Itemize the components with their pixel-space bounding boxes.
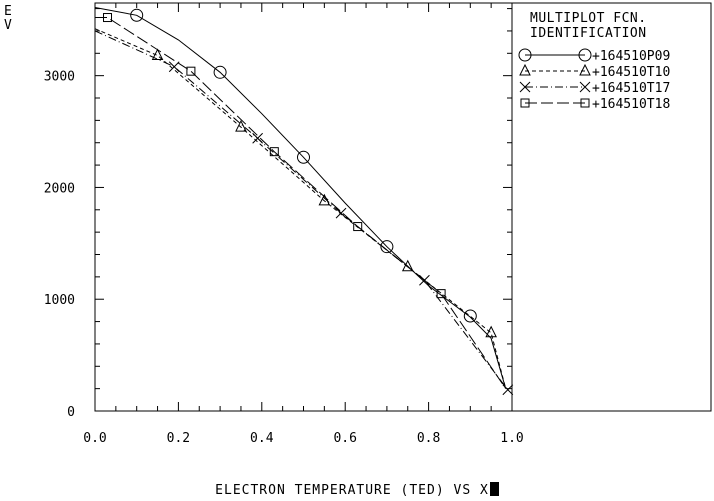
y-axis-label: EV xyxy=(4,4,12,33)
legend-marker xyxy=(519,81,531,93)
legend-marker xyxy=(520,98,530,108)
data-point-marker xyxy=(463,309,477,323)
legend-entry-label: +164510T17 xyxy=(592,81,670,96)
x-tick-label: 0.8 xyxy=(417,431,440,446)
series-line xyxy=(94,30,509,391)
y-tick-label: 0 xyxy=(67,405,75,420)
data-point-marker xyxy=(297,150,310,164)
series-circle xyxy=(94,7,507,389)
legend-entry-label: +164510P09 xyxy=(592,49,670,64)
legend-marker xyxy=(519,63,531,76)
x-axis-title: ELECTRON TEMPERATURE (TED) VS X xyxy=(0,482,714,498)
series-square xyxy=(95,13,507,389)
series-line xyxy=(94,7,507,389)
data-point-marker xyxy=(401,259,414,272)
x-tick-label: 0.2 xyxy=(167,431,190,446)
y-tick-label: 2000 xyxy=(44,181,75,196)
plot-area-border xyxy=(94,2,513,412)
series-line xyxy=(94,28,507,389)
data-point-marker xyxy=(502,384,514,396)
legend-header: MULTIPLOT FCN. xyxy=(530,11,647,26)
legend-entry-label: +164510T10 xyxy=(592,65,670,80)
data-point-marker xyxy=(485,325,497,338)
axis-tick-labels: 0.0 0.2 0.4 0.6 0.8 1.0 0 1000 2000 3000 xyxy=(44,70,524,446)
data-point-marker xyxy=(130,8,144,22)
x-tick-label: 0.6 xyxy=(333,431,356,446)
legend-marker xyxy=(579,63,591,76)
x-axis-title-text: ELECTRON TEMPERATURE (TED) VS X xyxy=(215,483,489,498)
data-point-marker xyxy=(269,147,279,157)
legend-panel-border xyxy=(511,2,712,412)
data-point-marker xyxy=(436,289,446,299)
data-point-marker xyxy=(103,13,113,23)
text-cursor xyxy=(489,482,499,496)
y-tick-label: 3000 xyxy=(44,70,75,85)
legend: MULTIPLOT FCN.IDENTIFICATION+164510P09+1… xyxy=(518,11,670,112)
legend-marker xyxy=(579,81,591,93)
y-axis-label-char: E xyxy=(4,4,12,19)
series-layer xyxy=(94,7,514,396)
data-point-marker xyxy=(335,207,347,219)
axis-ticks xyxy=(94,3,513,412)
legend-marker xyxy=(580,98,590,108)
y-axis-label-char: V xyxy=(4,18,12,33)
legend-entry-label: +164510T18 xyxy=(592,97,670,112)
data-point-marker xyxy=(186,66,196,76)
data-point-marker xyxy=(252,132,263,144)
data-point-marker xyxy=(380,240,394,254)
legend-marker xyxy=(518,48,532,62)
data-point-marker xyxy=(235,119,247,132)
series-x xyxy=(94,30,514,396)
data-point-marker xyxy=(353,222,363,232)
x-tick-label: 0.0 xyxy=(83,431,106,446)
legend-marker xyxy=(578,48,592,62)
legend-header: IDENTIFICATION xyxy=(530,26,647,41)
x-tick-label: 1.0 xyxy=(500,431,523,446)
series-triangle xyxy=(94,28,507,389)
series-line xyxy=(95,17,507,389)
data-point-marker xyxy=(168,61,180,73)
data-point-marker xyxy=(151,48,164,61)
y-tick-label: 1000 xyxy=(44,293,75,308)
x-tick-label: 0.4 xyxy=(250,431,274,446)
data-point-marker xyxy=(213,65,227,79)
